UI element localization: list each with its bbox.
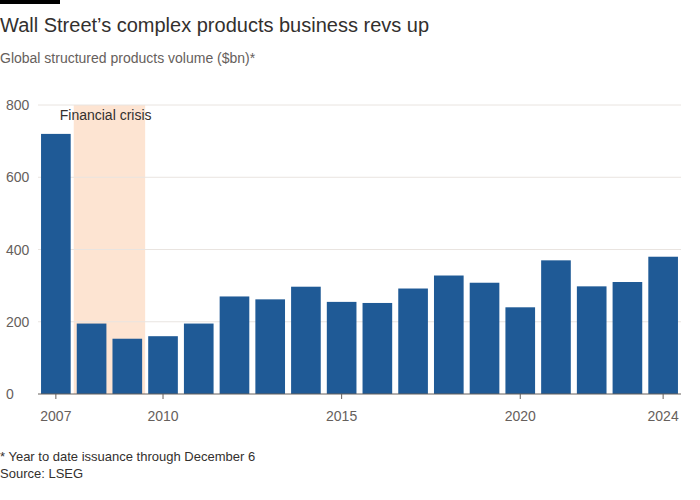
bar bbox=[470, 283, 500, 394]
x-tick-label: 2024 bbox=[648, 408, 679, 424]
grid-line bbox=[38, 177, 681, 178]
y-tick-label: 400 bbox=[6, 242, 30, 258]
grid-line bbox=[38, 105, 681, 106]
x-tick bbox=[163, 394, 164, 399]
bar bbox=[184, 324, 214, 394]
x-tick bbox=[341, 394, 342, 399]
bar bbox=[613, 282, 643, 394]
chart: Wall Street’s complex products business … bbox=[0, 0, 700, 500]
bar bbox=[112, 339, 142, 394]
bar bbox=[434, 276, 464, 394]
annotation-label: Financial crisis bbox=[60, 107, 152, 123]
x-tick bbox=[55, 394, 56, 399]
x-tick-label: 2010 bbox=[147, 408, 178, 424]
y-axis: 0 200 400 600 800 bbox=[6, 97, 681, 402]
x-tick bbox=[663, 394, 664, 399]
source: Source: LSEG bbox=[0, 466, 83, 481]
x-tick bbox=[520, 394, 521, 399]
x-axis: 2007 2010 2015 2020 2024 bbox=[40, 394, 679, 424]
bar bbox=[255, 299, 285, 394]
bar bbox=[398, 289, 428, 394]
footnote: * Year to date issuance through December… bbox=[0, 449, 255, 464]
bars bbox=[41, 134, 678, 394]
x-axis-line bbox=[38, 394, 681, 395]
x-tick-label: 2007 bbox=[40, 408, 71, 424]
y-tick-label: 0 bbox=[6, 386, 14, 402]
brand-bar bbox=[0, 0, 60, 4]
x-tick-label: 2020 bbox=[505, 408, 536, 424]
bar bbox=[41, 134, 71, 394]
y-tick-label: 800 bbox=[6, 97, 30, 113]
y-tick-label: 200 bbox=[6, 314, 30, 330]
bar bbox=[541, 260, 571, 394]
title: Wall Street’s complex products business … bbox=[0, 14, 429, 36]
bar bbox=[505, 307, 535, 394]
bar bbox=[77, 324, 107, 394]
bar bbox=[363, 303, 393, 394]
x-tick-label: 2015 bbox=[326, 408, 357, 424]
subtitle: Global structured products volume ($bn)* bbox=[0, 50, 256, 66]
bar bbox=[148, 336, 178, 394]
bar bbox=[648, 257, 678, 394]
bar bbox=[327, 302, 357, 394]
grid-line bbox=[38, 249, 681, 250]
y-tick-label: 600 bbox=[6, 169, 30, 185]
bar bbox=[291, 287, 321, 394]
bar bbox=[577, 286, 607, 394]
bar bbox=[220, 296, 250, 394]
